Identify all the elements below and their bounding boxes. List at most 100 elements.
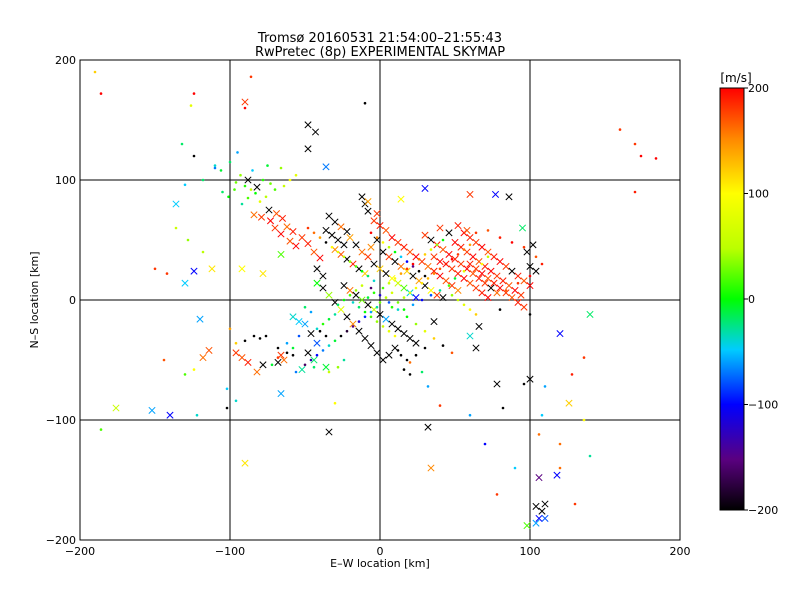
dot-point xyxy=(312,231,316,235)
cross-point xyxy=(278,214,287,222)
dot-point xyxy=(558,466,562,470)
dot-point xyxy=(522,245,526,249)
cross-point xyxy=(325,428,333,436)
dot-point xyxy=(423,253,427,256)
dot-point xyxy=(480,262,484,266)
cross-point xyxy=(478,243,486,251)
dot-point xyxy=(387,281,391,285)
cross-point xyxy=(433,291,441,299)
cross-point xyxy=(352,241,360,249)
cross-point xyxy=(376,265,384,273)
cross-point xyxy=(454,222,462,230)
cross-point xyxy=(181,279,189,287)
cross-point xyxy=(520,277,528,285)
cross-point xyxy=(493,380,501,388)
cross-point xyxy=(316,254,324,262)
cross-point xyxy=(532,267,540,275)
cross-point xyxy=(388,274,396,282)
cross-point xyxy=(430,318,438,326)
cross-point xyxy=(490,253,498,261)
dot-point xyxy=(510,241,514,244)
cross-point xyxy=(541,500,549,508)
cross-point xyxy=(232,349,240,357)
cross-point xyxy=(196,315,204,323)
cross-point xyxy=(484,274,492,282)
cross-point xyxy=(526,262,534,270)
cross-point xyxy=(376,222,384,230)
dot-point xyxy=(357,320,361,323)
cross-point xyxy=(313,265,321,273)
cross-point xyxy=(400,284,408,292)
cross-point xyxy=(331,218,339,226)
cross-point xyxy=(439,246,447,254)
cross-point xyxy=(448,282,456,290)
dot-point xyxy=(249,75,253,79)
dot-point xyxy=(93,70,97,74)
dot-point xyxy=(303,305,307,309)
dot-point xyxy=(411,303,415,307)
cross-point xyxy=(295,318,303,326)
dot-point xyxy=(414,353,418,357)
dot-point xyxy=(426,277,430,280)
dot-point xyxy=(162,358,166,362)
y-tick-label: 100 xyxy=(55,174,76,187)
cross-point xyxy=(475,322,483,330)
cross-point xyxy=(307,330,315,338)
cross-point xyxy=(172,200,180,208)
dot-point xyxy=(654,157,658,160)
dot-point xyxy=(227,195,230,199)
dot-point xyxy=(408,291,412,295)
dot-point xyxy=(345,329,349,333)
cross-point xyxy=(289,313,297,321)
cross-point xyxy=(502,289,510,297)
dot-point xyxy=(333,401,337,405)
cross-point xyxy=(274,358,282,366)
x-axis-label: E–W location [km] xyxy=(330,557,430,570)
cross-point xyxy=(412,339,420,347)
dot-point xyxy=(192,92,196,95)
dot-point xyxy=(369,310,373,314)
dot-point xyxy=(558,442,562,446)
cross-point xyxy=(364,301,372,309)
cross-point xyxy=(310,248,318,256)
dot-point xyxy=(327,370,331,374)
cross-point xyxy=(313,339,321,347)
dot-point xyxy=(582,356,586,359)
cross-point xyxy=(244,358,252,366)
dot-point xyxy=(369,286,373,290)
dot-point xyxy=(186,238,190,242)
dot-point xyxy=(393,334,397,338)
dot-point xyxy=(537,433,541,436)
cross-point xyxy=(457,260,465,268)
cross-point xyxy=(310,356,318,364)
cross-point xyxy=(406,334,414,342)
dot-point xyxy=(201,178,205,182)
cross-point xyxy=(553,471,561,479)
dot-point xyxy=(396,308,400,311)
dot-point xyxy=(342,255,346,259)
dot-point xyxy=(534,255,538,259)
dot-point xyxy=(462,303,466,307)
dot-point xyxy=(213,166,217,170)
dot-point xyxy=(264,334,268,338)
cross-point xyxy=(430,253,438,261)
dot-point xyxy=(528,274,532,278)
dot-point xyxy=(402,308,406,311)
dot-point xyxy=(192,154,196,158)
dot-point xyxy=(348,293,352,297)
grid-lines xyxy=(80,60,680,540)
dot-point xyxy=(387,301,391,304)
dot-point xyxy=(294,173,298,177)
dot-point xyxy=(327,344,331,347)
dot-point xyxy=(165,272,169,275)
dot-point xyxy=(411,265,415,268)
dot-point xyxy=(414,286,418,290)
cross-point xyxy=(520,303,528,311)
dot-point xyxy=(393,250,397,254)
dot-point xyxy=(240,202,244,206)
dot-point xyxy=(174,226,178,230)
dot-point xyxy=(258,337,262,340)
dot-point xyxy=(309,358,313,362)
cross-point xyxy=(436,272,444,280)
dot-point xyxy=(324,334,328,338)
